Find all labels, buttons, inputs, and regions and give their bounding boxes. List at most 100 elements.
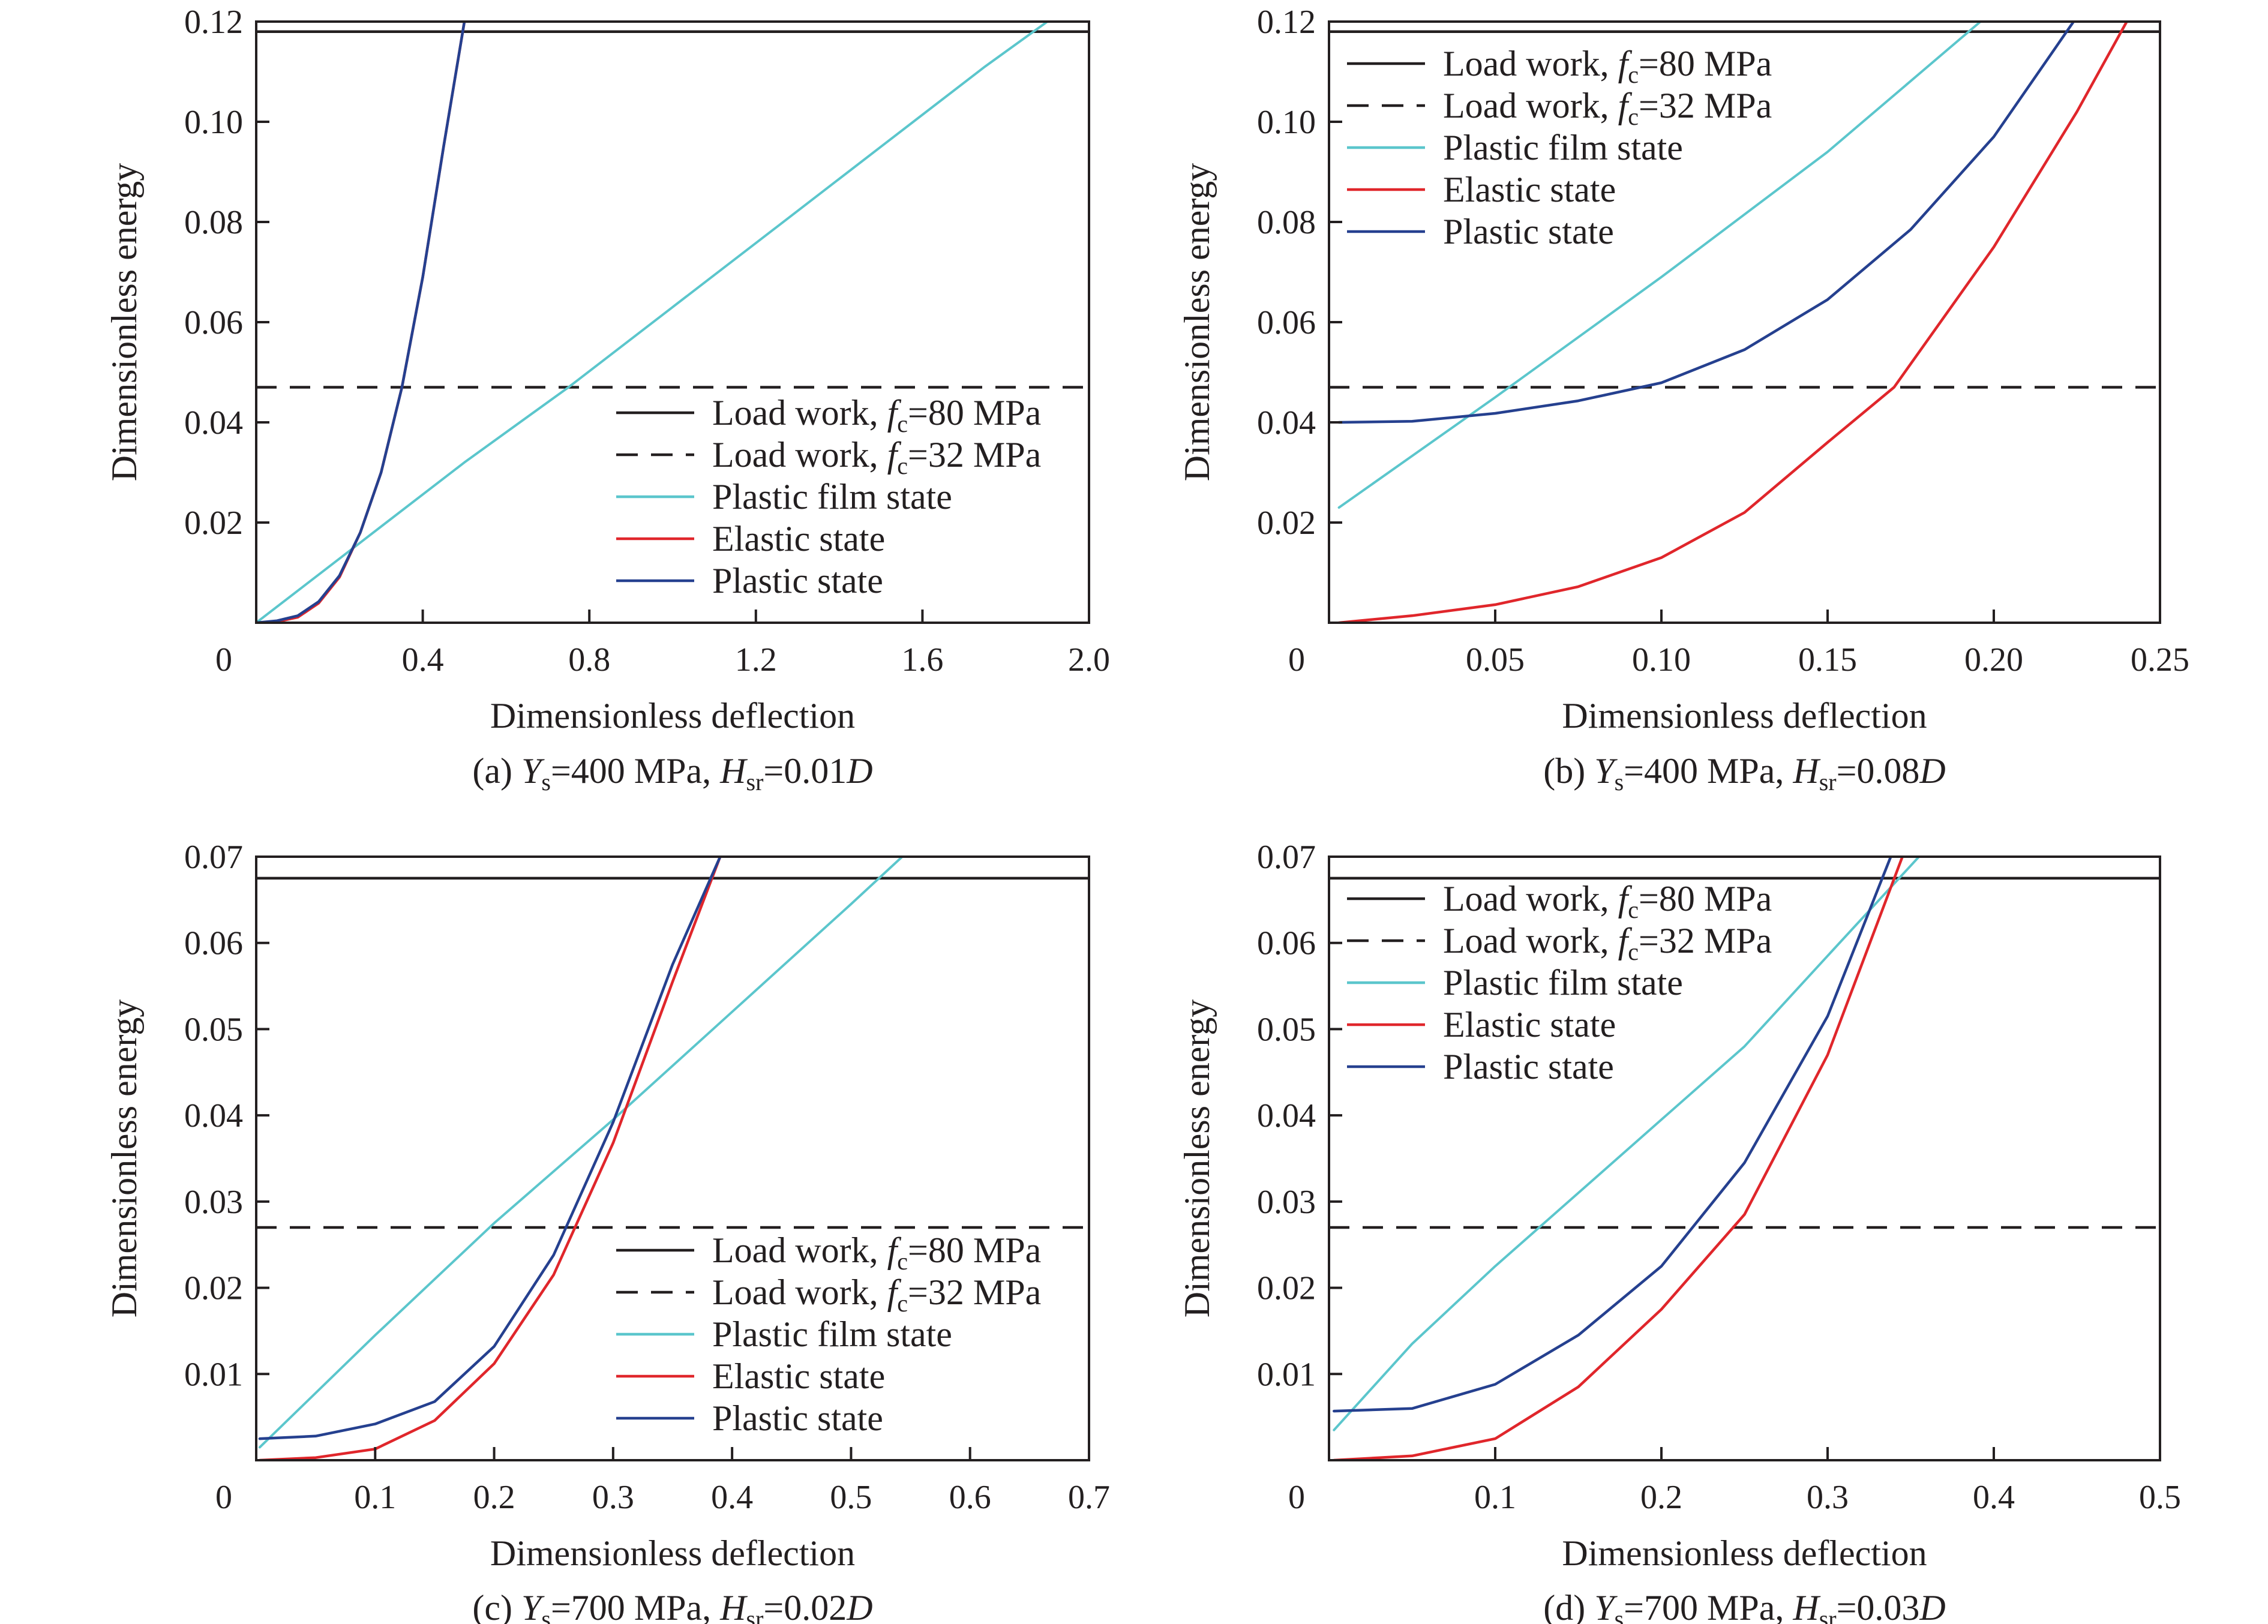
y-tick-label: 0.08 xyxy=(184,204,243,241)
series-line-elastic xyxy=(1337,22,2128,623)
panel-caption: (c) Ys=700 MPa, Hsr=0.02D xyxy=(472,1588,872,1624)
y-tick-label: 0.04 xyxy=(1257,404,1316,442)
y-tick-label: 0.07 xyxy=(184,839,243,876)
x-tick-label: 0.25 xyxy=(2131,641,2189,679)
y-axis-label: Dimensionless energy xyxy=(1177,163,1217,481)
panel-caption: (d) Ys=700 MPa, Hsr=0.03D xyxy=(1543,1588,1946,1624)
y-tick-label: 0.01 xyxy=(1257,1356,1316,1393)
x-tick-label: 1.2 xyxy=(735,641,777,679)
y-tick-label: 0.03 xyxy=(1257,1184,1316,1221)
legend-label-elastic: Elastic state xyxy=(712,1356,885,1396)
y-tick-label: 0.04 xyxy=(1257,1097,1316,1134)
x-tick-label: 0.05 xyxy=(1466,641,1525,679)
series-line-elastic xyxy=(1333,857,1904,1460)
x-tick-label: 0.3 xyxy=(592,1479,634,1516)
x-tick-label: 0.2 xyxy=(473,1479,515,1516)
series-line-plastic xyxy=(258,857,722,1440)
legend-label-plastic: Plastic state xyxy=(1443,212,1614,251)
x-tick-label: 0.5 xyxy=(2139,1479,2181,1516)
legend-label-load32: Load work, fc=32 MPa xyxy=(712,435,1041,479)
panel-d: 0.1 0.2 0.3 0.4 0.5 0.01 0.02 0.03 0.04 0.05 0.06 0… xyxy=(1177,839,2181,1624)
legend-label-plastic: Plastic state xyxy=(1443,1047,1614,1086)
y-tick-label: 0.12 xyxy=(184,4,243,41)
x-tick-label: 0.10 xyxy=(1632,641,1691,679)
legend-label-film: Plastic film state xyxy=(1443,128,1683,167)
x-tick-label: 0.1 xyxy=(1474,1479,1516,1516)
series-line-plastic xyxy=(1333,857,1892,1413)
x-axis-label: Dimensionless deflection xyxy=(1562,1533,1927,1573)
x-tick-label: 0.15 xyxy=(1798,641,1857,679)
legend-label-film: Plastic film state xyxy=(712,1314,952,1354)
origin-label: 0 xyxy=(1288,641,1305,679)
y-tick-label: 0.06 xyxy=(1257,925,1316,962)
series-group-b xyxy=(1329,22,2160,623)
origin-label: 0 xyxy=(1288,1479,1305,1516)
series-group-c xyxy=(256,857,1089,1460)
legend-label-load32: Load work, fc=32 MPa xyxy=(1443,86,1772,130)
x-tick-label: 0.20 xyxy=(1964,641,2023,679)
panel-caption: (a) Ys=400 MPa, Hsr=0.01D xyxy=(472,751,872,796)
y-tick-label: 0.10 xyxy=(1257,104,1316,141)
legend-label-film: Plastic film state xyxy=(712,477,952,517)
y-tick-label: 0.06 xyxy=(184,304,243,341)
x-tick-label: 0.5 xyxy=(830,1479,872,1516)
x-tick-label: 0.4 xyxy=(402,641,444,679)
y-tick-label: 0.07 xyxy=(1257,839,1316,876)
y-tick-label: 0.02 xyxy=(184,505,243,542)
y-tick-label: 0.03 xyxy=(184,1184,243,1221)
y-tick-label: 0.01 xyxy=(184,1356,243,1393)
y-tick-label: 0.12 xyxy=(1257,4,1316,41)
legend-label-plastic: Plastic state xyxy=(712,561,883,601)
panel-a: 0.4 0.8 1.2 1.6 2.0 0.02 0.04 0.06 0.08 0.10 0.12 0… xyxy=(104,4,1110,796)
series-group-d xyxy=(1329,857,2160,1460)
origin-label: 0 xyxy=(215,1479,232,1516)
plot-frame xyxy=(255,855,1090,1461)
series-line-plastic xyxy=(256,22,466,623)
y-tick-label: 0.04 xyxy=(184,1097,243,1134)
legend-label-load80: Load work, fc=80 MPa xyxy=(712,393,1041,437)
y-axis-label: Dimensionless energy xyxy=(104,163,144,481)
series-line-elastic xyxy=(258,857,722,1460)
legend-label-load32: Load work, fc=32 MPa xyxy=(1443,921,1772,965)
y-tick-label: 0.04 xyxy=(184,404,243,442)
series-line-film xyxy=(1333,857,1921,1431)
legend-label-film: Plastic film state xyxy=(1443,963,1683,1002)
series-group-a xyxy=(256,22,1089,623)
y-tick-label: 0.02 xyxy=(1257,505,1316,542)
x-tick-label: 0.7 xyxy=(1068,1479,1110,1516)
x-tick-label: 1.6 xyxy=(901,641,943,679)
y-tick-label: 0.06 xyxy=(1257,304,1316,341)
x-axis-label: Dimensionless deflection xyxy=(490,696,855,736)
x-tick-label: 2.0 xyxy=(1068,641,1110,679)
series-line-film xyxy=(1337,22,1982,509)
plot-frame xyxy=(1328,855,2161,1461)
legend-label-load32: Load work, fc=32 MPa xyxy=(712,1272,1041,1317)
x-tick-label: 0.3 xyxy=(1807,1479,1849,1516)
legend-label-load80: Load work, fc=80 MPa xyxy=(712,1230,1041,1275)
y-tick-label: 0.02 xyxy=(184,1270,243,1307)
panel-b: 0.05 0.10 0.15 0.20 0.25 0.02 0.04 0.06 0.08 0.10… xyxy=(1177,4,2189,796)
legend-label-elastic: Elastic state xyxy=(1443,1005,1616,1044)
panel-caption: (b) Ys=400 MPa, Hsr=0.08D xyxy=(1543,751,1946,796)
x-tick-label: 0.2 xyxy=(1640,1479,1682,1516)
x-tick-label: 0.1 xyxy=(354,1479,396,1516)
x-tick-label: 0.4 xyxy=(711,1479,753,1516)
y-tick-label: 0.02 xyxy=(1257,1270,1316,1307)
y-tick-label: 0.08 xyxy=(1257,204,1316,241)
panel-c: 0.1 0.2 0.3 0.4 0.5 0.6 0.7 0.01 0.02 0.03 0.04 0.0… xyxy=(104,839,1110,1624)
y-tick-label: 0.05 xyxy=(184,1011,243,1048)
legend-label-plastic: Plastic state xyxy=(712,1398,883,1438)
series-line-film xyxy=(256,22,1049,623)
y-tick-label: 0.05 xyxy=(1257,1011,1316,1048)
x-tick-label: 0.6 xyxy=(949,1479,991,1516)
y-tick-label: 0.10 xyxy=(184,104,243,141)
x-tick-label: 0.8 xyxy=(568,641,610,679)
legend-label-load80: Load work, fc=80 MPa xyxy=(1443,44,1772,88)
x-tick-label: 0.4 xyxy=(1973,1479,2015,1516)
y-axis-label: Dimensionless energy xyxy=(1177,999,1217,1317)
y-tick-label: 0.06 xyxy=(184,925,243,962)
